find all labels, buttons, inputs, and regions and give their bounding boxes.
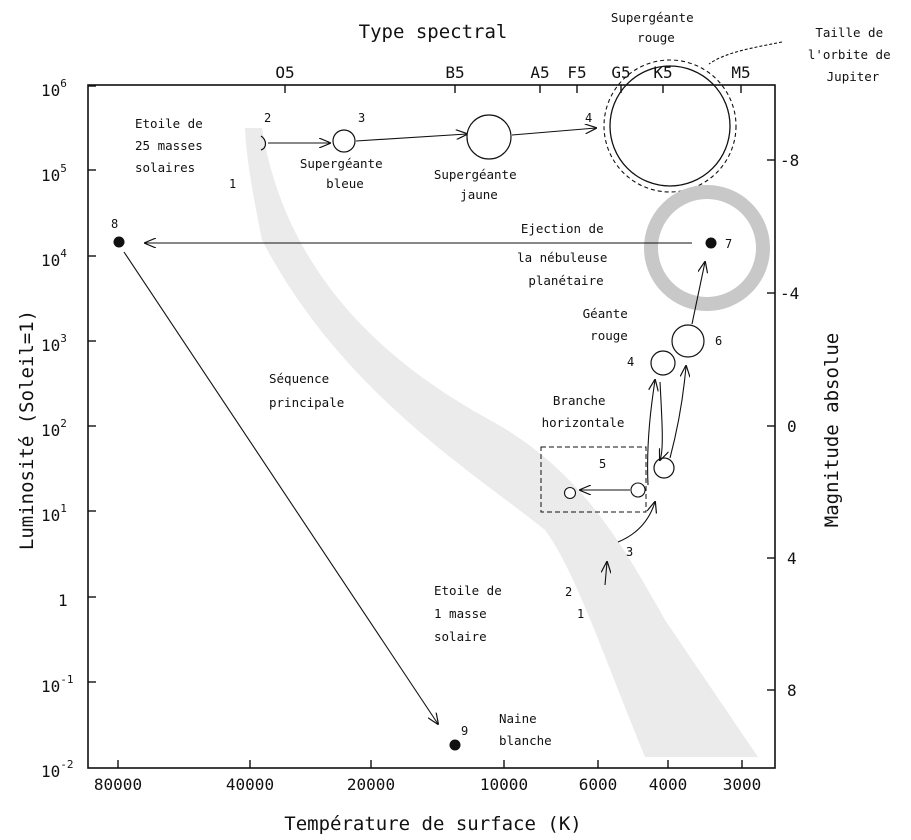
massive-star-track bbox=[260, 41, 783, 193]
temp-tick-20000: 20000 bbox=[347, 775, 395, 794]
temp-tick-4000: 4000 bbox=[649, 775, 688, 794]
red-giant-label: Géante rouge bbox=[583, 306, 636, 343]
star-dot-9 bbox=[449, 739, 461, 751]
jupiter-orbit-label: Taille de l'orbite de Jupiter bbox=[808, 25, 898, 84]
spectral-tick-o5: O5 bbox=[275, 63, 294, 82]
spectral-tick-g5: G5 bbox=[611, 63, 630, 82]
lum-tick-1: 1 bbox=[58, 591, 68, 610]
temp-tick-3000: 3000 bbox=[723, 775, 762, 794]
massive-step-4: 4 bbox=[585, 111, 592, 125]
yellow-supergiant-label: Supergéante jaune bbox=[434, 167, 524, 202]
solar-step-2: 2 bbox=[565, 585, 572, 599]
massive-star-label: Etoile de 25 masses solaires bbox=[135, 116, 210, 175]
spectral-tick-a5: A5 bbox=[530, 63, 549, 82]
mag-tick-0: 0 bbox=[787, 417, 797, 436]
spectral-tick-k5: K5 bbox=[653, 63, 672, 82]
solar-step-3: 3 bbox=[626, 545, 633, 559]
solar-step-8: 8 bbox=[111, 217, 118, 231]
jupiter-orbit-pointer bbox=[708, 41, 783, 65]
red-giant-star-4 bbox=[650, 350, 676, 376]
spectral-tick-m5: M5 bbox=[731, 63, 750, 82]
massive-step-1: 1 bbox=[229, 177, 236, 191]
mag-tick-minus8: -8 bbox=[780, 151, 799, 170]
main-sequence-band bbox=[245, 128, 758, 757]
red-supergiant-star bbox=[609, 65, 731, 187]
yellow-supergiant-star bbox=[466, 114, 512, 160]
mag-tick-minus4: -4 bbox=[780, 284, 799, 303]
right-axis-title: Magnitude absolue bbox=[821, 333, 843, 527]
horizontal-branch-box bbox=[540, 446, 647, 513]
horizontal-branch-star bbox=[653, 457, 675, 479]
planetary-nebula-ring bbox=[644, 185, 770, 311]
tick-marks bbox=[88, 85, 775, 768]
nebula-ejection-label: Ejection de la nébuleuse planétaire bbox=[517, 221, 615, 288]
solar-star-label: Etoile de 1 masse solaire bbox=[434, 583, 509, 644]
red-giant-star-6 bbox=[671, 324, 705, 358]
solar-step-9: 9 bbox=[461, 724, 468, 738]
star-dot-7 bbox=[705, 237, 717, 249]
temp-tick-6000: 6000 bbox=[579, 775, 618, 794]
solar-star-track bbox=[113, 185, 770, 751]
massive-step-2: 2 bbox=[264, 111, 271, 125]
lum-tick-1e5: 105 bbox=[41, 162, 67, 185]
lum-tick-1e1: 101 bbox=[41, 502, 67, 525]
horizontal-branch-label: Branche horizontale bbox=[542, 393, 625, 430]
main-sequence-label: Séquence principale bbox=[269, 371, 344, 410]
massive-step-3: 3 bbox=[358, 111, 365, 125]
solar-step-7: 7 bbox=[725, 237, 732, 251]
lum-tick-1e3: 103 bbox=[41, 332, 67, 355]
solar-step-5: 5 bbox=[599, 457, 606, 471]
star-dot-8 bbox=[113, 236, 125, 248]
mag-tick-8: 8 bbox=[787, 681, 797, 700]
red-supergiant-label: Supergéante rouge bbox=[611, 10, 701, 45]
top-axis-title: Type spectral bbox=[359, 21, 508, 43]
mag-tick-4: 4 bbox=[787, 549, 797, 568]
temp-tick-10000: 10000 bbox=[480, 775, 528, 794]
spectral-tick-b5: B5 bbox=[445, 63, 464, 82]
lum-tick-1e-2: 10-2 bbox=[41, 758, 74, 781]
lum-tick-1e4: 104 bbox=[41, 247, 67, 270]
blue-supergiant-star bbox=[332, 129, 356, 153]
spectral-tick-f5: F5 bbox=[567, 63, 586, 82]
lum-tick-1e2: 102 bbox=[41, 417, 67, 440]
horizontal-branch-star-small bbox=[630, 482, 646, 498]
solar-step-4: 4 bbox=[627, 355, 634, 369]
temp-tick-80000: 80000 bbox=[94, 775, 142, 794]
lum-tick-1e-1: 10-1 bbox=[41, 673, 74, 696]
solar-step-6: 6 bbox=[715, 334, 722, 348]
lum-tick-1e6: 106 bbox=[41, 77, 67, 100]
horizontal-branch-star-tiny bbox=[563, 486, 577, 500]
solar-step-1: 1 bbox=[577, 607, 584, 621]
white-dwarf-label: Naine blanche bbox=[499, 711, 552, 748]
temp-tick-40000: 40000 bbox=[226, 775, 274, 794]
blue-supergiant-label: Supergéante bleue bbox=[300, 156, 390, 191]
left-axis-title: Luminosité (Soleil=1) bbox=[16, 310, 38, 550]
jupiter-orbit-circle bbox=[603, 59, 737, 193]
bottom-axis-title: Température de surface (K) bbox=[284, 813, 581, 835]
